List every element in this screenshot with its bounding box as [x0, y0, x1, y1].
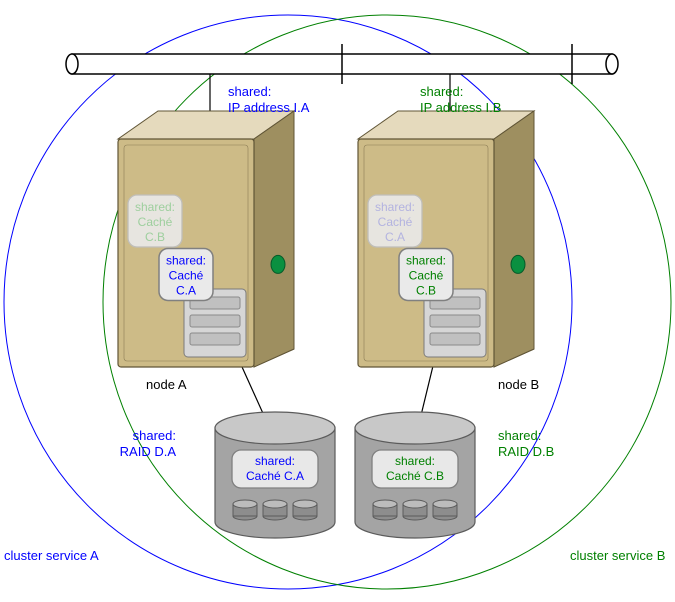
ip-label-b-shared: shared: — [420, 84, 463, 99]
ip-label-b-addr: IP address I.B — [420, 100, 501, 115]
svg-text:shared:: shared: — [135, 200, 175, 214]
raid-array-a: shared:Caché C.A — [215, 412, 335, 538]
raid-badge-line1: shared: — [395, 454, 435, 468]
raid-b-side-shared: shared: — [498, 428, 541, 443]
raid-b-side-name: RAID D.B — [498, 444, 554, 459]
svg-text:shared:: shared: — [375, 200, 415, 214]
ip-label-a-shared: shared: — [228, 84, 271, 99]
server-badge-active: shared:CachéC.B — [399, 248, 453, 300]
svg-text:Caché: Caché — [169, 268, 204, 282]
network-bus — [66, 44, 618, 84]
node-b-label: node B — [498, 377, 539, 392]
server-node-b: shared:CachéC.Ashared:CachéC.B — [358, 111, 534, 367]
raid-a-side-name: RAID D.A — [120, 444, 177, 459]
node-a-label: node A — [146, 377, 187, 392]
raid-badge-line2: Caché C.B — [386, 469, 444, 483]
svg-text:C.A: C.A — [176, 283, 196, 297]
diagram-canvas: shared:CachéC.Bshared:CachéC.A shared:Ca… — [0, 0, 675, 602]
svg-text:Caché: Caché — [378, 215, 413, 229]
server-node-a: shared:CachéC.Bshared:CachéC.A — [118, 111, 294, 367]
svg-text:shared:: shared: — [406, 253, 446, 267]
raid-a-side-shared: shared: — [133, 428, 176, 443]
server-badge-active: shared:CachéC.A — [159, 248, 213, 300]
svg-text:Caché: Caché — [409, 268, 444, 282]
cluster-label-b: cluster service B — [570, 548, 665, 563]
svg-text:C.A: C.A — [385, 230, 405, 244]
raid-array-b: shared:Caché C.B — [355, 412, 475, 538]
ip-label-a-addr: IP address I.A — [228, 100, 310, 115]
raid-badge-line2: Caché C.A — [246, 469, 304, 483]
svg-text:shared:: shared: — [166, 253, 206, 267]
svg-text:C.B: C.B — [145, 230, 165, 244]
server-badge-ghost: shared:CachéC.A — [368, 195, 422, 247]
cluster-label-a: cluster service A — [4, 548, 99, 563]
raid-badge-line1: shared: — [255, 454, 295, 468]
svg-text:C.B: C.B — [416, 283, 436, 297]
svg-text:Caché: Caché — [138, 215, 173, 229]
server-badge-ghost: shared:CachéC.B — [128, 195, 182, 247]
